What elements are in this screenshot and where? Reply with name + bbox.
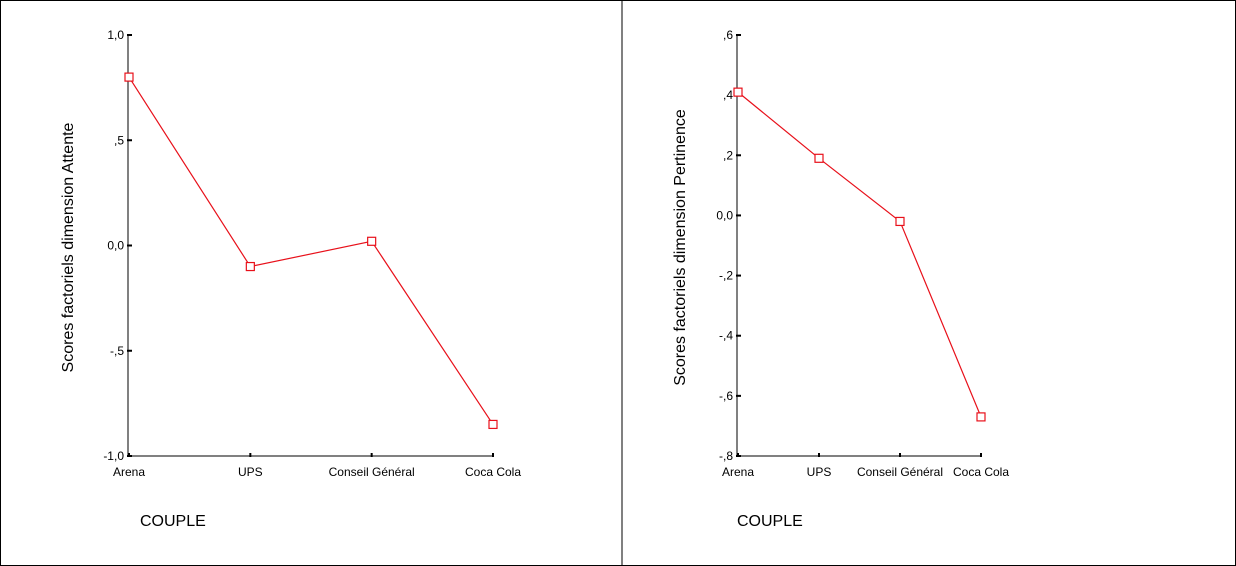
data-point-marker — [976, 412, 986, 422]
x-tick-label: Arena — [113, 465, 145, 479]
x-tick-label: Arena — [722, 465, 754, 479]
data-point-marker — [895, 216, 905, 227]
data-point-marker — [124, 72, 134, 82]
y-tick-label: ,2 — [723, 148, 733, 162]
series-line — [128, 76, 494, 425]
data-point-marker — [367, 236, 377, 246]
x-tick-label: UPS — [238, 465, 263, 479]
y-tick-label: 0,0 — [107, 239, 124, 253]
x-tick-label: Coca Cola — [953, 465, 1009, 479]
x-tick-label: Coca Cola — [465, 465, 521, 479]
y-tick-label: -1,0 — [103, 449, 124, 463]
y-tick-label: -,6 — [719, 389, 733, 403]
x-axis-title: COUPLE — [737, 513, 803, 530]
series-line — [737, 91, 982, 418]
y-tick-label: -,2 — [719, 269, 733, 283]
y-tick-label: ,6 — [723, 28, 733, 42]
x-tick-label: Conseil Général — [329, 465, 415, 479]
data-point-marker — [245, 261, 255, 272]
y-tick-label: -,4 — [719, 329, 733, 343]
y-tick-label: ,5 — [114, 133, 124, 147]
x-tick-label: UPS — [807, 465, 832, 479]
chart-panel-attente: 1,0 ,5 0,0 -,5 -1,0 Arena UPS Conseil Général Co… — [60, 28, 521, 530]
data-point-marker — [488, 419, 498, 430]
y-tick-label: 1,0 — [107, 28, 124, 42]
chart-panel-pertinence: ,6 ,4 ,2 0,0 -,2 -,4 -,6 -,8 Arena UPS Conseil Gén… — [672, 28, 1009, 530]
y-tick-label: 0,0 — [716, 208, 733, 222]
y-axis-title: Scores factoriels dimension Attente — [60, 122, 77, 372]
y-tick-label: -,5 — [110, 344, 124, 358]
data-point-marker — [814, 153, 824, 163]
y-tick-label: ,4 — [723, 88, 733, 102]
data-point-marker — [733, 87, 743, 97]
x-axis-title: COUPLE — [140, 513, 206, 530]
y-tick-label: -,8 — [719, 449, 733, 463]
y-axis-title: Scores factoriels dimension Pertinence — [672, 109, 689, 386]
x-tick-label: Conseil Général — [857, 465, 943, 479]
